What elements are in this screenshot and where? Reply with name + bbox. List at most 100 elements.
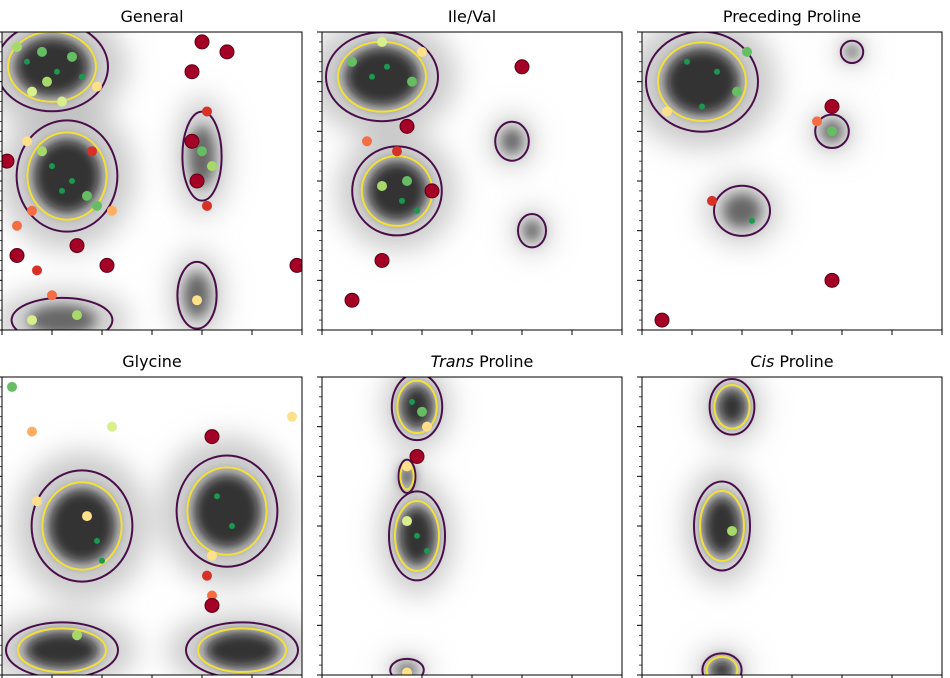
- data-point: [414, 532, 420, 539]
- density-core: [664, 44, 860, 228]
- favored-contour: [713, 383, 751, 430]
- data-point: [202, 570, 212, 581]
- allowed-contour: [814, 113, 850, 150]
- data-point: [49, 163, 55, 170]
- data-point: [374, 252, 390, 268]
- data-point: [662, 106, 672, 117]
- data-point: [54, 68, 60, 75]
- data-point: [362, 136, 372, 147]
- data-point: [392, 146, 402, 157]
- favored-contour: [396, 379, 438, 435]
- data-point: [417, 406, 427, 417]
- plot-background: [322, 377, 622, 675]
- density-core-blob: [24, 631, 100, 669]
- data-point: [699, 103, 705, 110]
- title-main: Glycine: [122, 352, 182, 371]
- data-point: [377, 36, 387, 47]
- data-point: [214, 493, 220, 500]
- panel-title: Cis Proline: [750, 352, 833, 371]
- data-point: [207, 590, 217, 601]
- density-core-blob: [400, 384, 434, 430]
- title-prefix: Cis: [750, 352, 774, 371]
- density-core-blob: [344, 46, 420, 107]
- allowed-contour: [708, 377, 756, 436]
- data-point: [92, 200, 102, 211]
- data-point: [409, 398, 415, 405]
- density-core-blob: [14, 36, 90, 97]
- favored-contour: [26, 131, 108, 221]
- density-core-blob: [193, 473, 261, 549]
- data-point: [422, 421, 432, 432]
- data-point: [27, 315, 37, 326]
- density-core: [24, 473, 280, 669]
- data-point: [82, 511, 92, 522]
- panel-trans-proline: Trans Proline: [317, 352, 623, 678]
- data-point: [827, 126, 837, 137]
- data-point: [714, 68, 720, 75]
- data-point: [654, 312, 670, 328]
- data-point: [94, 537, 100, 544]
- data-point: [189, 173, 205, 189]
- panel-glycine: Glycine: [0, 352, 303, 678]
- data-point: [207, 550, 217, 561]
- data-point: [202, 106, 212, 117]
- data-point: [369, 73, 375, 80]
- data-point: [42, 76, 52, 87]
- allowed-contour: [175, 454, 279, 568]
- favored-contour: [699, 490, 745, 562]
- data-point: [67, 51, 77, 62]
- data-point: [87, 146, 97, 157]
- data-point: [219, 44, 235, 60]
- allowed-contour: [390, 377, 444, 442]
- plot-area: [2, 377, 302, 675]
- data-point: [59, 187, 65, 194]
- allowed-contour: [839, 39, 865, 64]
- data-point: [402, 516, 412, 527]
- density-core: [344, 46, 542, 242]
- panel-preceding-proline: Preceding Proline: [637, 7, 943, 335]
- data-point: [202, 200, 212, 211]
- data-point: [192, 295, 202, 306]
- data-point: [732, 86, 742, 97]
- data-point: [684, 58, 690, 65]
- density-core: [703, 388, 747, 675]
- allowed-contour: [15, 119, 119, 233]
- data-point: [402, 176, 412, 186]
- data-point: [414, 207, 420, 214]
- data-point: [289, 257, 302, 273]
- plot-area: [642, 32, 942, 330]
- allowed-contour: [388, 490, 446, 582]
- panel-general: General: [0, 7, 303, 335]
- data-point: [69, 178, 75, 184]
- density-core-blob: [703, 496, 741, 556]
- data-point: [12, 220, 22, 231]
- data-point: [99, 257, 115, 273]
- allowed-contour: [494, 120, 530, 162]
- data-point: [37, 146, 47, 157]
- favored-contour: [394, 499, 440, 572]
- allowed-contour: [185, 621, 299, 675]
- data-point: [399, 118, 415, 134]
- data-point: [347, 56, 357, 67]
- data-point: [424, 183, 440, 199]
- density-core-blob: [401, 465, 413, 488]
- density-core-blob: [204, 631, 280, 669]
- data-point: [184, 133, 200, 149]
- favored-contour: [41, 481, 123, 571]
- title-main: General: [120, 7, 183, 26]
- data-point: [207, 161, 217, 172]
- allowed-contour: [181, 110, 223, 202]
- favored-contour: [705, 655, 739, 675]
- data-point: [377, 180, 387, 191]
- density-core-blob: [367, 161, 427, 221]
- allowed-contour: [176, 260, 218, 330]
- density-core-blob: [844, 44, 860, 60]
- data-point: [107, 421, 117, 432]
- plot-area: [642, 377, 942, 675]
- data-point: [287, 411, 297, 422]
- data-point: [32, 265, 42, 276]
- panel-title: Ile/Val: [448, 7, 496, 26]
- data-point: [2, 153, 15, 169]
- data-point: [399, 197, 405, 204]
- panel-title: General: [120, 7, 183, 26]
